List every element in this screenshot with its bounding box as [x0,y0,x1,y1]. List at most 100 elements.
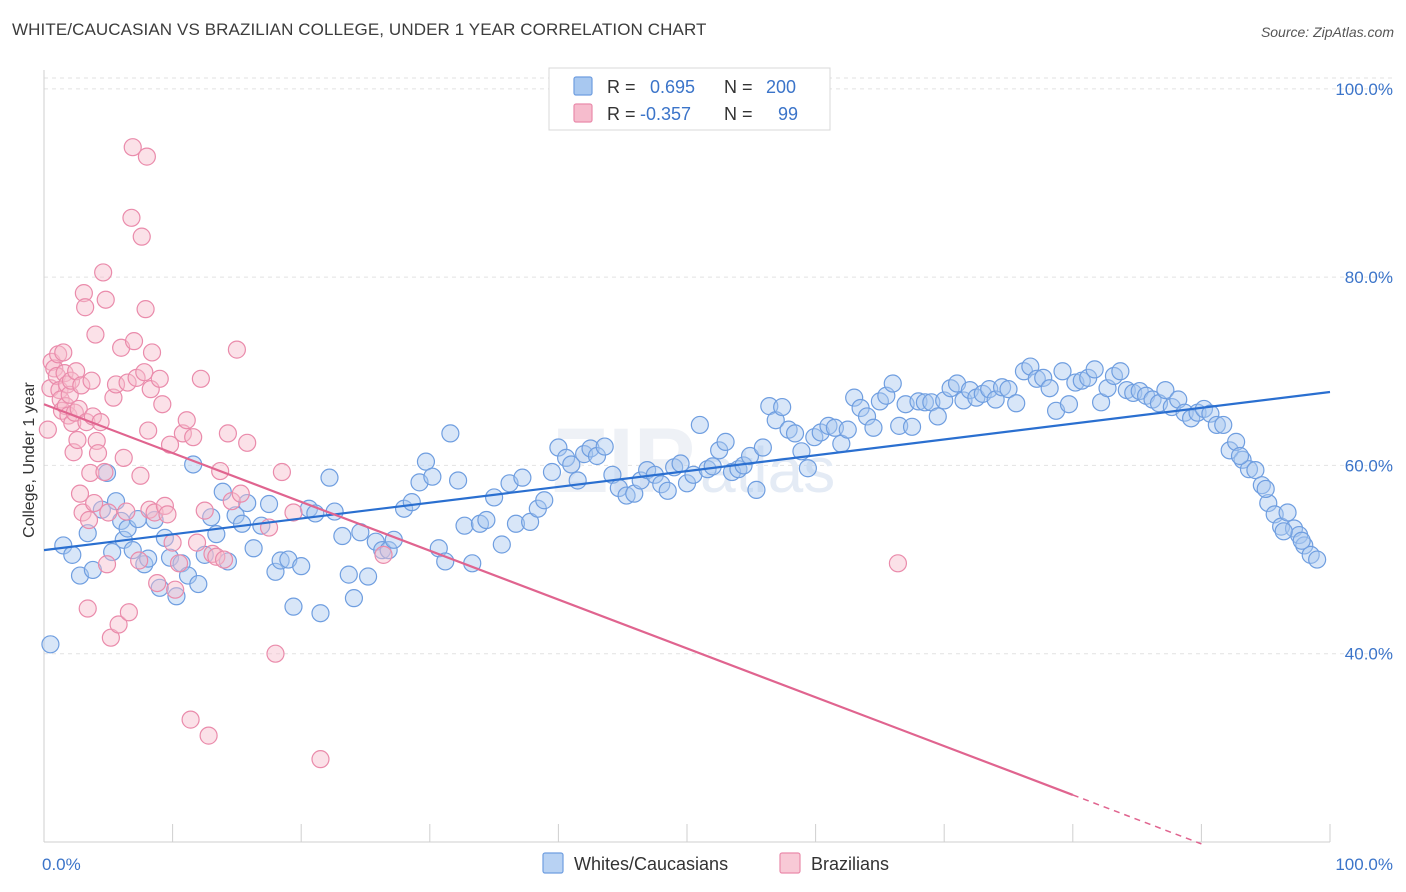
whites-point [1227,432,1246,451]
whites-point [747,480,766,499]
whites-point [455,516,474,535]
whites-point [123,541,142,560]
whites-point [1034,368,1053,387]
whites-trend-line [43,390,1331,552]
whites-point [690,415,709,435]
whites-point [416,452,436,471]
whites-point [838,420,857,439]
brazilians-point [68,430,87,450]
brazilians-point [132,227,151,246]
whites-point [1201,404,1220,423]
whites-point [535,491,554,510]
whites-point [909,392,928,411]
brazilians-point [227,340,246,359]
brazilians-point [94,263,113,282]
whites-point [320,468,339,487]
brazilians-point [214,550,234,569]
brazilians-point [187,533,207,552]
whites-point [41,635,60,654]
whites-point [740,446,760,466]
brazilians-point [79,510,99,530]
brazilians-point [191,369,210,388]
whites-point [568,471,587,490]
legend-bottom-whites-label: Whites/Caucasians [574,854,728,874]
brazilians-point [88,444,108,463]
whites-point [857,407,877,426]
brazilians-point [374,545,393,564]
brazilians-point [284,503,303,522]
whites-point [506,514,526,533]
brazilians-point [272,462,292,482]
brazilians-point [135,363,154,382]
whites-point [160,548,180,567]
whites-point [238,493,257,513]
legend-bottom-whites-swatch [542,852,564,874]
whites-point [1085,360,1104,379]
brazilians-point [106,375,126,394]
whites-point [423,467,442,486]
whites-point [485,488,504,507]
brazilians-trend-extension [1072,794,1202,845]
brazilians-point [153,395,172,414]
whites-point [819,416,838,435]
whites-point [1230,446,1250,466]
whites-point [1259,493,1278,513]
whites-point [915,393,935,412]
brazilians-point [238,433,257,452]
brazilians-point [139,421,158,440]
whites-point [1239,460,1259,479]
brazilians-point [158,505,177,524]
whites-point [890,416,909,435]
brazilians-point [163,533,182,552]
whites-point [1295,536,1314,555]
y-tick-label: 80.0% [1345,268,1393,287]
whites-point [1308,550,1327,569]
brazilians-point [117,502,136,521]
whites-point [785,424,805,443]
whites-point [562,455,581,474]
whites-point [448,471,468,490]
whites-point [441,424,460,443]
legend-brazilians-r-label: R = [607,104,636,124]
whites-point [266,562,285,581]
grid-lines [44,77,1392,655]
brazilians-point [184,428,203,447]
legend-top-row-brazilians: R = -0.357 N = 99 [573,103,798,124]
y-tick-label: 100.0% [1335,80,1393,99]
brazilians-point [76,298,95,317]
whites-point [1256,479,1275,499]
whites-point [1274,522,1293,541]
brazilians-point [38,420,57,439]
brazilians-point [54,343,73,362]
whites-point [1207,415,1226,435]
whites-point [652,475,671,494]
brazilians-trend-line [43,403,1074,796]
brazilians-point [118,373,137,392]
brazilians-point [231,484,250,503]
whites-point [139,549,158,568]
brazilians-point [218,424,237,443]
legend-top-row-whites: R = 0.695 N = 200 [573,76,796,97]
brazilians-point [74,284,93,303]
brazilians-point [177,411,196,430]
brazilians-point [81,463,100,483]
brazilians-point [888,554,908,573]
brazilians-point [78,599,97,618]
whites-point [1246,461,1265,480]
chart-title: WHITE/CAUCASIAN VS BRAZILIAN COLLEGE, UN… [12,20,707,39]
brazilians-point [199,726,218,745]
whites-point [798,459,817,478]
brazilians-point [130,551,149,570]
whites-point [773,397,792,417]
brazilians-point [181,710,200,729]
whites-point [344,589,364,608]
brazilians-point [140,500,159,519]
whites-point [928,407,947,426]
whites-point [883,374,902,393]
whites-point [202,508,221,527]
legend-brazilians-r-value: -0.357 [640,104,691,124]
brazilians-point [150,369,169,388]
whites-point [1111,362,1130,381]
legend-top-box [548,67,831,131]
brazilians-point [86,325,105,344]
